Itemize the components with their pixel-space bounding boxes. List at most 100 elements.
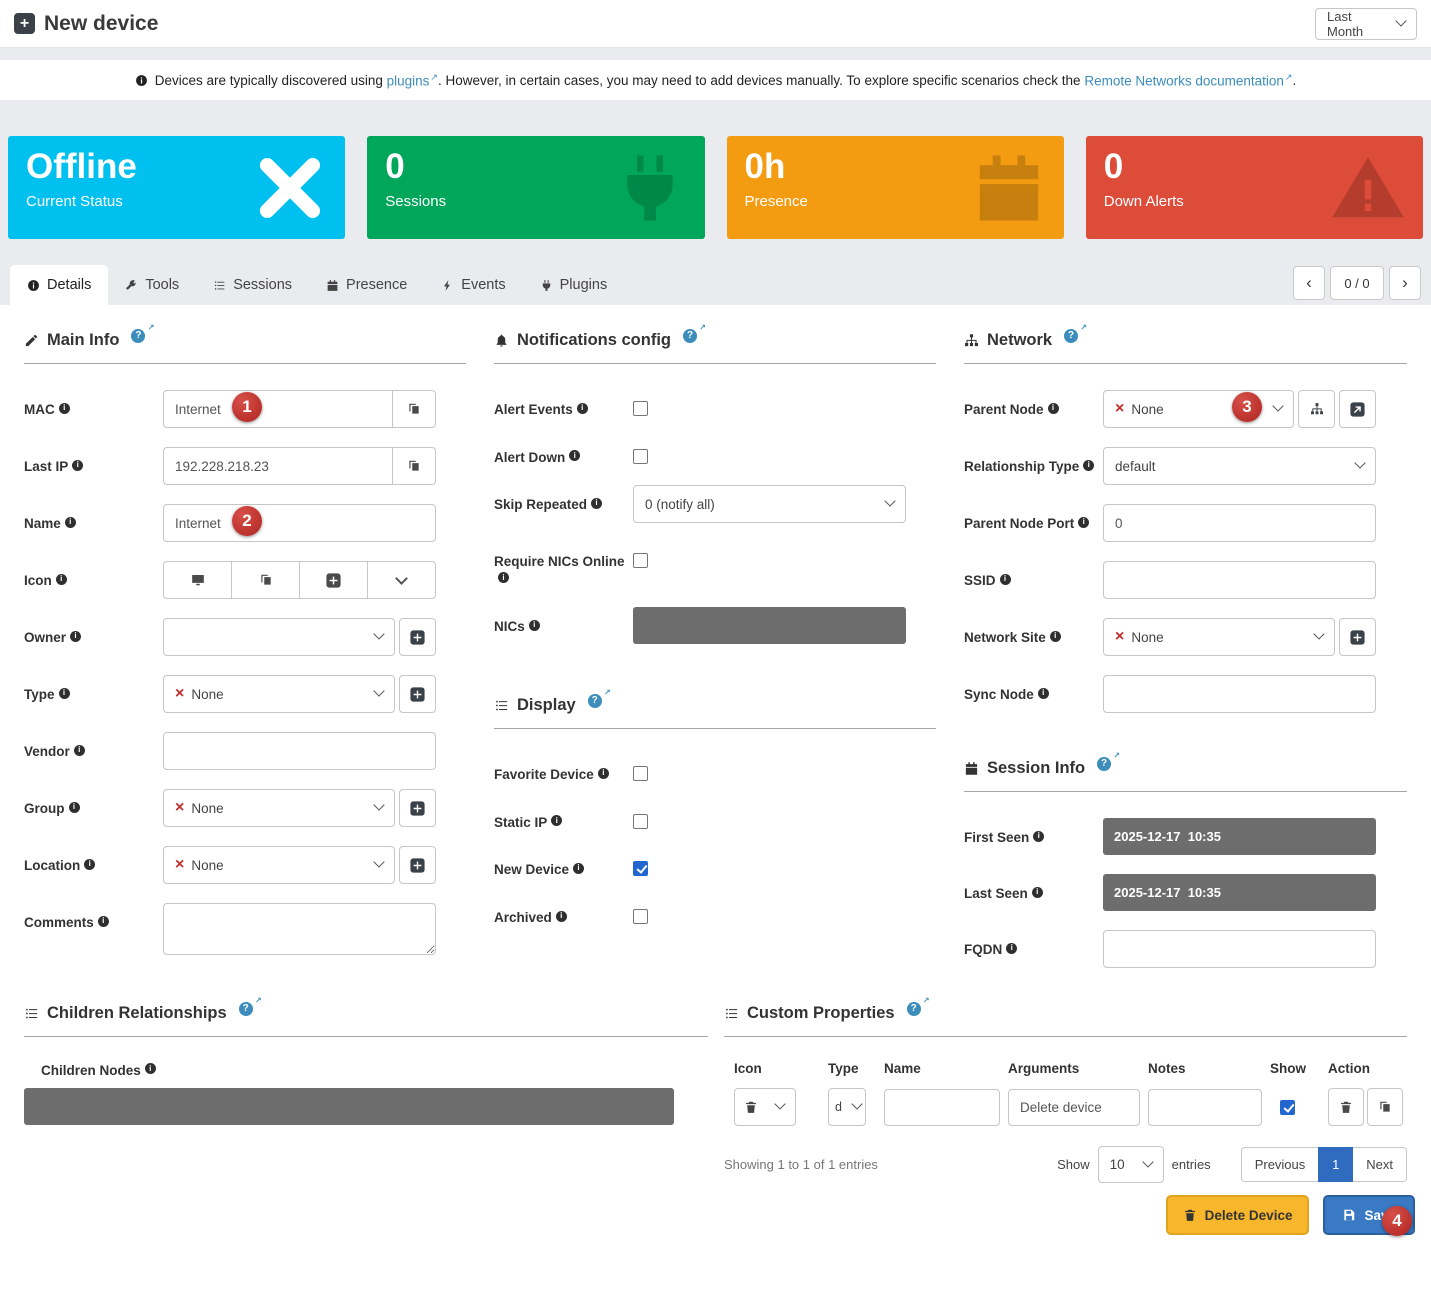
new-device-checkbox[interactable] <box>633 861 648 877</box>
page-1-button[interactable]: 1 <box>1318 1147 1354 1182</box>
pager-prev-button[interactable]: ‹ <box>1293 266 1325 300</box>
tab-details[interactable]: Details <box>10 265 109 305</box>
ssid-input[interactable] <box>1103 561 1376 599</box>
add-type-button[interactable] <box>399 675 436 713</box>
require-nics-checkbox[interactable] <box>633 553 648 569</box>
chevron-down-icon <box>1313 628 1325 640</box>
next-page-button[interactable]: Next <box>1353 1147 1407 1182</box>
parent-node-select[interactable]: × None <box>1103 390 1294 428</box>
page-size-select[interactable]: 10 <box>1097 1146 1164 1183</box>
card-current-status[interactable]: Offline Current Status <box>8 136 346 239</box>
tab-events[interactable]: Events <box>424 265 522 305</box>
favorite-checkbox[interactable] <box>633 766 648 782</box>
icon-dropdown-button[interactable] <box>367 561 436 599</box>
open-parent-node-button[interactable] <box>1339 390 1376 428</box>
prop-icon-select[interactable] <box>734 1088 796 1126</box>
alert-events-checkbox[interactable] <box>633 401 648 416</box>
prop-arguments-input[interactable] <box>1008 1088 1140 1126</box>
ip-copy-button[interactable] <box>393 447 436 485</box>
prop-notes-input[interactable] <box>1148 1088 1262 1126</box>
info-icon <box>1033 830 1045 842</box>
last-ip-input[interactable] <box>163 447 393 485</box>
tab-tools[interactable]: Tools <box>108 265 196 305</box>
card-sessions[interactable]: 0 Sessions <box>367 136 705 239</box>
add-network-site-button[interactable] <box>1339 618 1376 656</box>
help-icon[interactable] <box>587 688 611 708</box>
owner-select[interactable] <box>163 618 395 656</box>
external-link-icon <box>1284 73 1293 88</box>
mac-copy-button[interactable] <box>393 390 436 428</box>
network-section: Network Parent Node ×None Relationship T… <box>964 323 1407 713</box>
network-site-select[interactable]: × None <box>1103 618 1335 656</box>
info-icon <box>1006 942 1018 954</box>
field-static-ip: Static IP <box>494 803 936 832</box>
card-presence[interactable]: 0h Presence <box>726 136 1064 239</box>
sync-node-input[interactable] <box>1103 675 1376 713</box>
alert-down-checkbox[interactable] <box>633 448 648 464</box>
network-tree-button[interactable] <box>1298 390 1335 428</box>
red-x-icon: × <box>175 685 185 702</box>
info-icon <box>58 402 70 414</box>
info-icon <box>597 767 609 779</box>
pager-next-button[interactable]: › <box>1389 266 1421 300</box>
help-icon[interactable] <box>238 996 262 1016</box>
banner-text: Devices are typically discovered using <box>154 72 383 88</box>
relationship-type-select[interactable]: default <box>1103 447 1376 485</box>
field-new-device: New Device <box>494 850 936 879</box>
skip-repeated-select[interactable]: 0 (notify all) <box>633 485 906 524</box>
fqdn-input[interactable] <box>1103 930 1376 968</box>
info-icon <box>1049 630 1061 642</box>
previous-page-button[interactable]: Previous <box>1240 1147 1319 1182</box>
list-icon <box>724 1006 739 1021</box>
add-location-button[interactable] <box>399 846 436 884</box>
name-input[interactable] <box>163 504 436 542</box>
card-down-alerts[interactable]: 0 Down Alerts <box>1085 136 1423 239</box>
add-owner-button[interactable] <box>399 618 436 656</box>
comments-textarea[interactable] <box>163 903 436 955</box>
add-group-button[interactable] <box>399 789 436 827</box>
vendor-input[interactable] <box>163 732 436 770</box>
help-icon[interactable] <box>1064 323 1087 343</box>
card-value: Offline <box>26 147 137 186</box>
info-icon <box>135 74 148 87</box>
remote-networks-doc-link[interactable]: Remote Networks documentation <box>1084 72 1293 88</box>
info-icon <box>576 402 588 414</box>
archived-checkbox[interactable] <box>633 908 648 924</box>
group-select[interactable]: × None <box>163 789 395 827</box>
info-icon <box>591 497 603 509</box>
prop-name-input[interactable] <box>884 1088 1000 1126</box>
field-ssid: SSID <box>964 561 1407 599</box>
help-icon[interactable] <box>131 323 154 343</box>
children-relationships-section: Children Relationships Children Nodes <box>10 996 722 1183</box>
type-select[interactable]: × None <box>163 675 395 713</box>
delete-device-button[interactable]: Delete Device <box>1165 1195 1310 1235</box>
parent-node-port-input[interactable] <box>1103 504 1376 542</box>
icon-add-button[interactable] <box>299 561 368 599</box>
trash-icon <box>1339 1100 1353 1114</box>
prop-duplicate-button[interactable] <box>1367 1088 1403 1126</box>
icon-copy-button[interactable] <box>231 561 300 599</box>
info-icon <box>498 572 509 584</box>
section-header: Display <box>494 688 936 730</box>
children-nodes-multiselect[interactable] <box>24 1088 674 1125</box>
static-ip-checkbox[interactable] <box>633 813 648 829</box>
tab-plugins[interactable]: Plugins <box>523 265 625 305</box>
period-select[interactable]: Last Month <box>1315 7 1417 40</box>
help-icon[interactable] <box>1097 751 1120 771</box>
card-value: 0 <box>1103 147 1124 186</box>
location-select[interactable]: × None <box>163 846 395 884</box>
info-banner: Devices are typically discovered using p… <box>0 60 1431 100</box>
plugins-link[interactable]: plugins <box>387 72 438 88</box>
field-type: Type ×None <box>24 675 466 713</box>
icon-preview-button[interactable] <box>163 561 232 599</box>
prop-show-checkbox[interactable] <box>1280 1099 1295 1115</box>
tab-presence[interactable]: Presence <box>309 265 424 305</box>
custom-properties-section: Custom Properties Icon Type Name Argumen… <box>722 996 1421 1183</box>
help-icon[interactable] <box>683 323 706 343</box>
mac-input[interactable] <box>163 390 393 428</box>
tab-sessions[interactable]: Sessions <box>196 265 309 305</box>
nics-multiselect[interactable] <box>633 607 906 645</box>
help-icon[interactable] <box>906 996 930 1016</box>
prop-delete-button[interactable] <box>1328 1088 1364 1126</box>
prop-type-select[interactable]: d <box>828 1088 866 1126</box>
